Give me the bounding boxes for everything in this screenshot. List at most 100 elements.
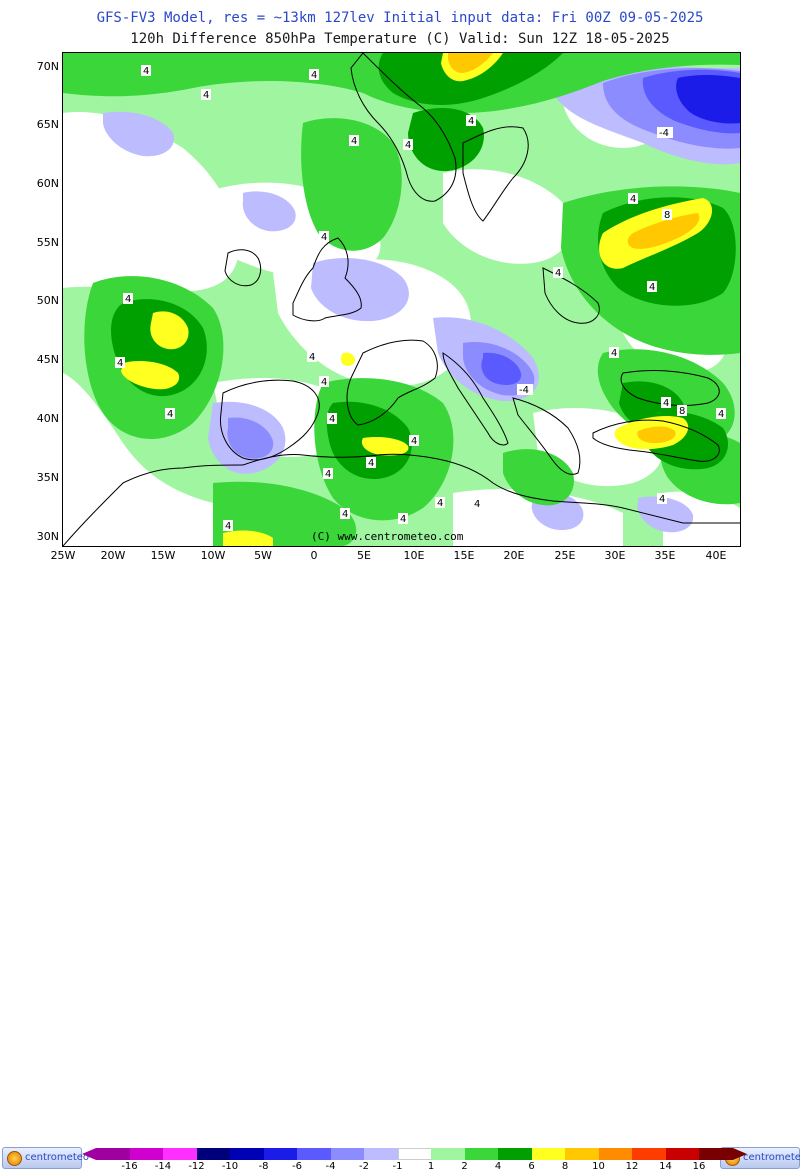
contour-label: 4 xyxy=(718,409,724,420)
scale-swatch xyxy=(531,1148,566,1160)
scale-swatch xyxy=(431,1148,465,1160)
scale-label: -10 xyxy=(221,1161,239,1172)
contour-label: -4 xyxy=(659,128,669,139)
scale-arrow-left xyxy=(82,1148,96,1160)
scale-swatch xyxy=(330,1148,365,1160)
scale-label: -12 xyxy=(188,1161,205,1172)
scale-label: 1 xyxy=(427,1161,435,1172)
contour-label: 4 xyxy=(630,194,636,205)
near-zero-areas xyxy=(63,69,740,546)
scale-label: 4 xyxy=(494,1161,502,1172)
scale-swatch xyxy=(263,1148,298,1160)
contour-label: 4 xyxy=(649,282,655,293)
contour-label: 4 xyxy=(555,268,561,279)
lon-label: 25E xyxy=(554,549,576,562)
contour-label: 4 xyxy=(329,414,335,425)
contour-label: 4 xyxy=(400,514,406,525)
contour-label: 4 xyxy=(143,66,149,77)
contour-label: 4 xyxy=(325,469,331,480)
scale-arrow-right xyxy=(732,1148,747,1160)
lat-label: 55N xyxy=(36,236,59,249)
scale-label: -8 xyxy=(258,1161,269,1172)
lat-label: 70N xyxy=(36,60,59,73)
lon-label: 35E xyxy=(654,549,676,562)
contour-label: 4 xyxy=(167,409,173,420)
contour-label: 4 xyxy=(311,70,317,81)
contour-label: 4 xyxy=(611,348,617,359)
contour-label: 8 xyxy=(664,210,670,221)
lon-label: 10E xyxy=(403,549,425,562)
scale-swatch xyxy=(565,1148,599,1160)
lat-label: 45N xyxy=(36,353,59,366)
scale-label: 14 xyxy=(659,1161,672,1172)
coastlines xyxy=(63,53,740,546)
contour-label: 4 xyxy=(342,509,348,520)
legend-bar: centrometeo centrometeo -16-14-12-10-8-6… xyxy=(0,572,800,1172)
contour-label: 4 xyxy=(351,136,357,147)
contour-label: 4 xyxy=(405,140,411,151)
lon-label: 15W xyxy=(150,549,176,562)
lat-label: 65N xyxy=(36,118,59,131)
scale-label: -6 xyxy=(292,1161,302,1172)
contour-label: 4 xyxy=(225,521,231,532)
contour-label: 4 xyxy=(321,232,327,243)
lon-label: 30E xyxy=(604,549,626,562)
watermark: (C) www.centrometeo.com xyxy=(311,530,464,543)
scale-swatch xyxy=(699,1148,733,1160)
logo-text: centrometeo xyxy=(25,1152,90,1163)
scale-label: 2 xyxy=(461,1161,468,1172)
contour-label: -4 xyxy=(519,385,529,396)
scale-label: -4 xyxy=(325,1161,336,1172)
scale-label: -1 xyxy=(392,1161,403,1172)
scale-swatch xyxy=(163,1148,197,1160)
logo-icon xyxy=(7,1151,22,1166)
contour-label: 4 xyxy=(321,377,327,388)
extreme-cold-area xyxy=(676,74,740,124)
lon-label: 0 xyxy=(310,549,318,562)
lon-label: 20W xyxy=(100,549,126,562)
scale-swatch xyxy=(364,1148,398,1160)
temperature-difference-map: 4 4 4 4 4 4 4 4 4 4 4 4 4 4 xyxy=(62,52,741,547)
lon-label: 5E xyxy=(357,549,371,562)
lat-label: 50N xyxy=(36,294,59,307)
scale-swatch xyxy=(230,1148,264,1160)
contour-label: 4 xyxy=(474,499,480,510)
scale-label: -14 xyxy=(154,1161,172,1172)
scale-label: -2 xyxy=(359,1161,369,1172)
header-title: GFS-FV3 Model, res = ~13km 127lev Initia… xyxy=(96,10,704,26)
lon-label: 15E xyxy=(453,549,475,562)
logo-text: centrometeo xyxy=(743,1152,800,1163)
header-subtitle: 120h Difference 850hPa Temperature (C) V… xyxy=(130,31,670,47)
scale-swatch xyxy=(297,1148,331,1160)
scale-label: 10 xyxy=(592,1161,605,1172)
lat-label: 35N xyxy=(36,471,59,484)
contour-label: 8 xyxy=(679,406,685,417)
scale-swatch xyxy=(498,1148,532,1160)
scale-swatch xyxy=(665,1148,700,1160)
lon-label: 10W xyxy=(200,549,226,562)
scale-label: 12 xyxy=(625,1161,639,1172)
scale-swatch xyxy=(632,1148,666,1160)
lon-label: 20E xyxy=(503,549,525,562)
contour-labels: 4 4 4 4 4 4 4 4 4 4 4 4 4 4 xyxy=(115,65,726,532)
lon-label: 5W xyxy=(254,549,272,562)
contour-label: 4 xyxy=(437,498,443,509)
logo-left: centrometeo xyxy=(2,1147,89,1169)
scale-swatch xyxy=(464,1148,499,1160)
very-hot-areas xyxy=(448,53,700,443)
contour-label: 4 xyxy=(117,358,123,369)
contour-label: 4 xyxy=(659,494,665,505)
contour-label: 4 xyxy=(411,436,417,447)
map-canvas: 4 4 4 4 4 4 4 4 4 4 4 4 4 4 xyxy=(63,53,740,546)
contour-label: 4 xyxy=(368,458,374,469)
scale-swatch xyxy=(598,1148,633,1160)
scale-swatch xyxy=(96,1148,130,1160)
scale-label: 16 xyxy=(692,1161,706,1172)
contour-label: 4 xyxy=(468,116,474,127)
scale-label: -16 xyxy=(121,1161,138,1172)
contour-label: 4 xyxy=(203,90,209,101)
lat-label: 60N xyxy=(36,177,59,190)
scale-label: 8 xyxy=(561,1161,569,1172)
lon-label: 25W xyxy=(50,549,76,562)
scale-swatch xyxy=(129,1148,164,1160)
